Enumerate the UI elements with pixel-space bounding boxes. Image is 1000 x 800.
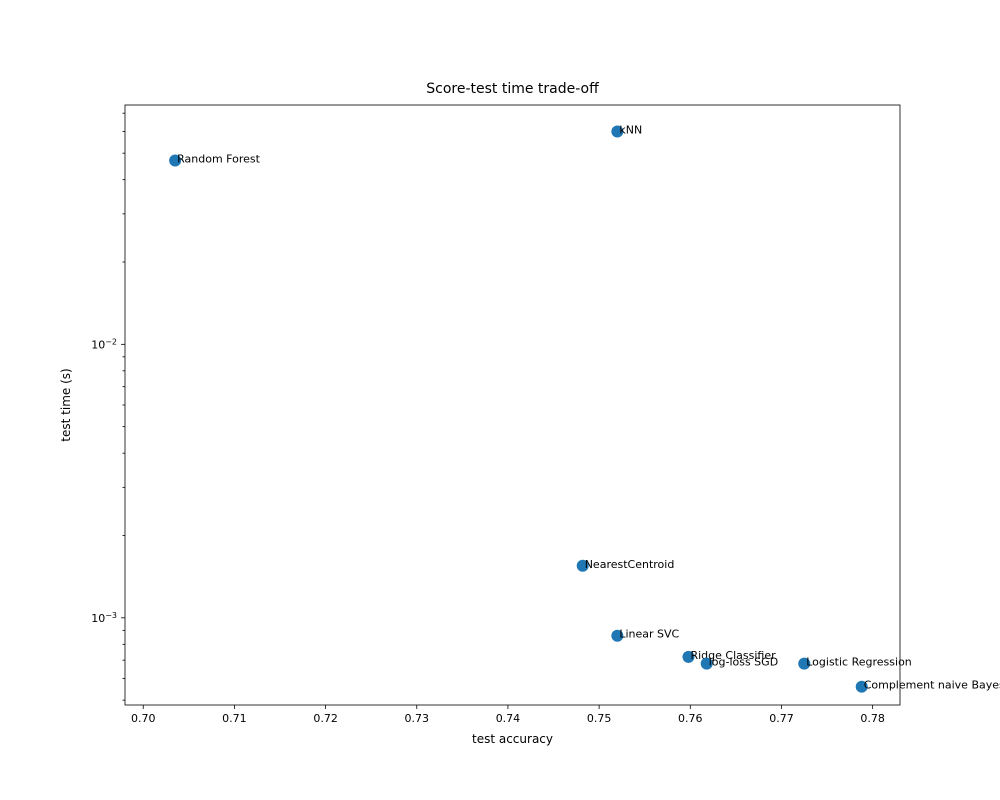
x-tick-label: 0.70 [131,712,156,725]
x-tick-label: 0.72 [313,712,338,725]
point-label: kNN [619,124,642,137]
point-label: Random Forest [177,153,260,166]
x-tick-label: 0.76 [678,712,703,725]
y-tick-label: 10−3 [91,610,117,625]
point-label: Linear SVC [619,628,679,641]
point-label: log-loss SGD [709,656,778,669]
chart-svg: 0.70 0.71 0.72 0.73 0.74 0.75 0.76 0.77 0.78 10−3… [0,0,1000,800]
point-label: Logistic Regression [806,656,912,669]
x-tick-label: 0.75 [587,712,612,725]
x-tick-label: 0.73 [405,712,430,725]
point-label: NearestCentroid [585,558,675,571]
chart-title: Score-test time trade-off [426,81,599,97]
y-axis-label: test time (s) [59,368,73,441]
x-tick-label: 0.71 [222,712,247,725]
x-axis-label: test accuracy [472,732,553,746]
scatter-chart: 0.70 0.71 0.72 0.73 0.74 0.75 0.76 0.77 0.78 10−3… [0,0,1000,800]
x-tick-label: 0.74 [496,712,521,725]
x-tick-label: 0.77 [769,712,794,725]
x-tick-label: 0.78 [860,712,885,725]
point-label: Complement naive Bayes [864,679,1000,692]
y-tick-label: 10−2 [91,337,117,352]
